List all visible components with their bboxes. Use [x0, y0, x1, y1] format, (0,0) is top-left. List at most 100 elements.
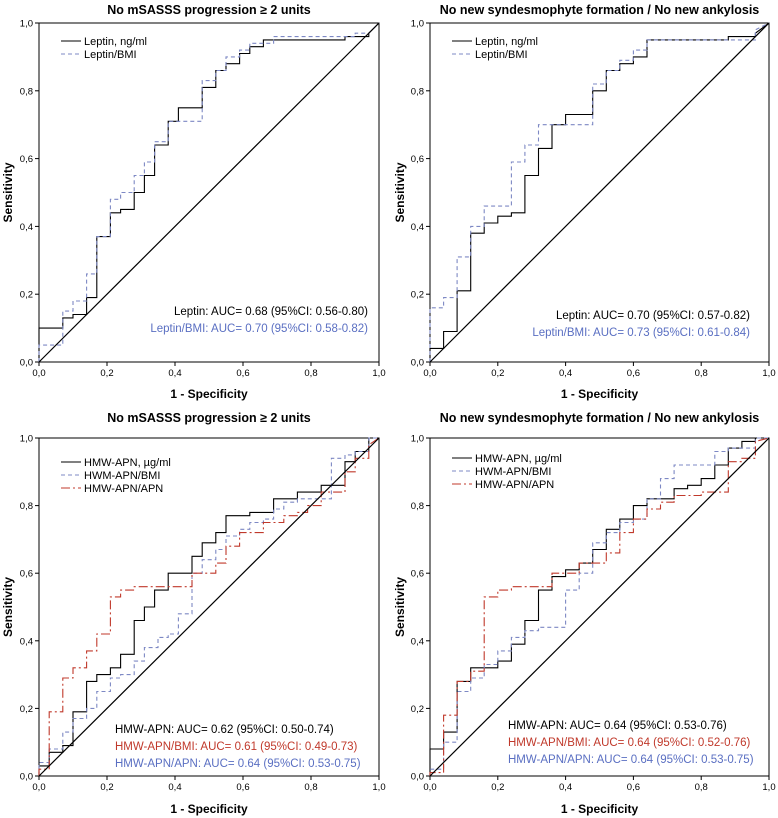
- roc-series-line: [429, 22, 770, 362]
- y-axis-label: Sensitivity: [1, 162, 15, 222]
- x-tick-label: 1,0: [372, 782, 385, 793]
- auc-annotation: Leptin: AUC= 0.68 (95%CI: 0.56-0.80): [174, 306, 368, 318]
- chart-title: No new syndesmophyte formation / No new …: [440, 411, 760, 425]
- auc-annotation: HMW-APN: AUC= 0.64 (95%CI: 0.53-0.76): [508, 720, 727, 732]
- y-tick-label: 0,0: [20, 772, 33, 783]
- y-tick-label: 0,4: [411, 636, 424, 647]
- reference-diagonal-line: [38, 22, 380, 363]
- x-tick-label: 0,6: [236, 782, 249, 793]
- roc-series-line: [38, 437, 380, 776]
- y-tick-label: 0,0: [411, 358, 424, 369]
- y-tick-label: 0,0: [411, 772, 424, 783]
- auc-annotation: Leptin/BMI: AUC= 0.70 (95%CI: 0.58-0.82): [150, 323, 368, 335]
- x-tick-label: 0,6: [627, 368, 640, 379]
- legend-label: HMW-APN, µg/ml: [84, 457, 171, 469]
- y-tick-label: 0,8: [20, 86, 33, 97]
- roc-panel-3: No mSASSS progression ≥ 2 units 0,0 0,2 0,4…: [1, 411, 386, 816]
- y-tick-label: 0,6: [20, 569, 33, 580]
- auc-annotation: HMW-APN/BMI: AUC= 0.64 (95%CI: 0.52-0.76…: [508, 737, 751, 749]
- y-axis-label: Sensitivity: [393, 577, 407, 637]
- y-tick-label: 0,8: [20, 501, 33, 512]
- x-tick-label: 0,2: [100, 782, 113, 793]
- x-tick-label: 0,4: [168, 368, 181, 379]
- x-tick-label: 0,2: [100, 368, 113, 379]
- x-tick-label: 0,8: [695, 368, 708, 379]
- y-tick-label: 0,4: [20, 222, 33, 233]
- roc-series-line: [38, 437, 379, 776]
- y-axis-label: Sensitivity: [393, 162, 407, 222]
- reference-diagonal-line: [38, 437, 380, 777]
- y-tick-label: 0,8: [411, 86, 424, 97]
- roc-panel-4: No new syndesmophyte formation / No new …: [393, 411, 776, 816]
- x-tick-label: 0,2: [491, 782, 504, 793]
- roc-series-line: [429, 437, 769, 776]
- x-axis-label: 1 - Specificity: [561, 802, 639, 816]
- roc-series-line: [38, 437, 379, 776]
- roc-series-line: [429, 22, 770, 362]
- reference-diagonal-line: [429, 22, 770, 363]
- x-axis-label: 1 - Specificity: [170, 802, 248, 816]
- chart-title: No new syndesmophyte formation / No new …: [440, 3, 760, 17]
- chart-title: No mSASSS progression ≥ 2 units: [107, 411, 310, 425]
- legend-label: HMW-APN/APN: [84, 483, 163, 495]
- auc-annotation: Leptin: AUC= 0.70 (95%CI: 0.57-0.82): [556, 310, 750, 322]
- plot-frame: [429, 22, 770, 363]
- legend-label: HWM-APN/BMI: [475, 466, 551, 478]
- x-axis-label: 1 - Specificity: [170, 387, 248, 401]
- y-tick-label: 0,4: [20, 636, 33, 647]
- x-axis-label: 1 - Specificity: [561, 387, 639, 401]
- plot-frame: [429, 437, 770, 777]
- x-tick-label: 1,0: [762, 782, 775, 793]
- x-tick-label: 0,8: [695, 782, 708, 793]
- legend-label: Leptin/BMI: [84, 49, 137, 61]
- x-tick-label: 0,4: [168, 782, 181, 793]
- plot-frame: [38, 22, 380, 363]
- y-axis-label: Sensitivity: [1, 577, 15, 637]
- legend-label: Leptin, ng/ml: [475, 36, 538, 48]
- x-tick-label: 0,2: [491, 368, 504, 379]
- reference-diagonal-line: [429, 437, 770, 777]
- x-tick-label: 0,6: [236, 368, 249, 379]
- y-tick-label: 0,2: [411, 704, 424, 715]
- x-tick-label: 0,4: [559, 782, 572, 793]
- y-tick-label: 1,0: [411, 434, 424, 445]
- x-tick-label: 0,8: [304, 368, 317, 379]
- x-tick-label: 0,6: [627, 782, 640, 793]
- y-tick-label: 1,0: [20, 434, 33, 445]
- y-tick-label: 0,6: [20, 154, 33, 165]
- x-tick-label: 1,0: [372, 368, 385, 379]
- chart-title: No mSASSS progression ≥ 2 units: [107, 3, 310, 17]
- y-tick-label: 1,0: [20, 19, 33, 30]
- roc-panel-2: No new syndesmophyte formation / No new …: [393, 3, 776, 401]
- y-tick-label: 0,6: [411, 154, 424, 165]
- legend-label: Leptin/BMI: [475, 49, 528, 61]
- plot-frame: [38, 437, 380, 777]
- legend-label: HWM-APN/BMI: [84, 470, 160, 482]
- legend-label: HMW-APN, µg/ml: [475, 453, 562, 465]
- y-tick-label: 1,0: [411, 19, 424, 30]
- auc-annotation: HMW-APN/APN: AUC= 0.64 (95%CI: 0.53-0.75…: [508, 754, 754, 766]
- roc-series-line: [38, 22, 380, 362]
- auc-annotation: HMW-APN: AUC= 0.62 (95%CI: 0.50-0.74): [115, 724, 334, 736]
- x-tick-label: 1,0: [762, 368, 775, 379]
- x-tick-label: 0,0: [423, 368, 436, 379]
- roc-panel-1: No mSASSS progression ≥ 2 units 0,0 0,2 0,4…: [1, 3, 386, 401]
- auc-annotation: HMW-APN/APN: AUC= 0.64 (95%CI: 0.53-0.75…: [115, 758, 361, 770]
- x-tick-label: 0,4: [559, 368, 572, 379]
- y-tick-label: 0,0: [20, 358, 33, 369]
- auc-annotation: HMW-APN/BMI: AUC= 0.61 (95%CI: 0.49-0.73…: [115, 741, 358, 753]
- x-tick-label: 0,0: [32, 782, 45, 793]
- legend-label: HMW-APN/APN: [475, 479, 554, 491]
- legend-label: Leptin, ng/ml: [84, 36, 147, 48]
- x-tick-label: 0,8: [304, 782, 317, 793]
- x-tick-label: 0,0: [32, 368, 45, 379]
- y-tick-label: 0,4: [411, 222, 424, 233]
- y-tick-label: 0,2: [20, 704, 33, 715]
- auc-annotation: Leptin/BMI: AUC= 0.73 (95%CI: 0.61-0.84): [532, 327, 750, 339]
- y-tick-label: 0,2: [20, 290, 33, 301]
- y-tick-label: 0,6: [411, 569, 424, 580]
- x-tick-label: 0,0: [423, 782, 436, 793]
- y-tick-label: 0,2: [411, 290, 424, 301]
- y-tick-label: 0,8: [411, 501, 424, 512]
